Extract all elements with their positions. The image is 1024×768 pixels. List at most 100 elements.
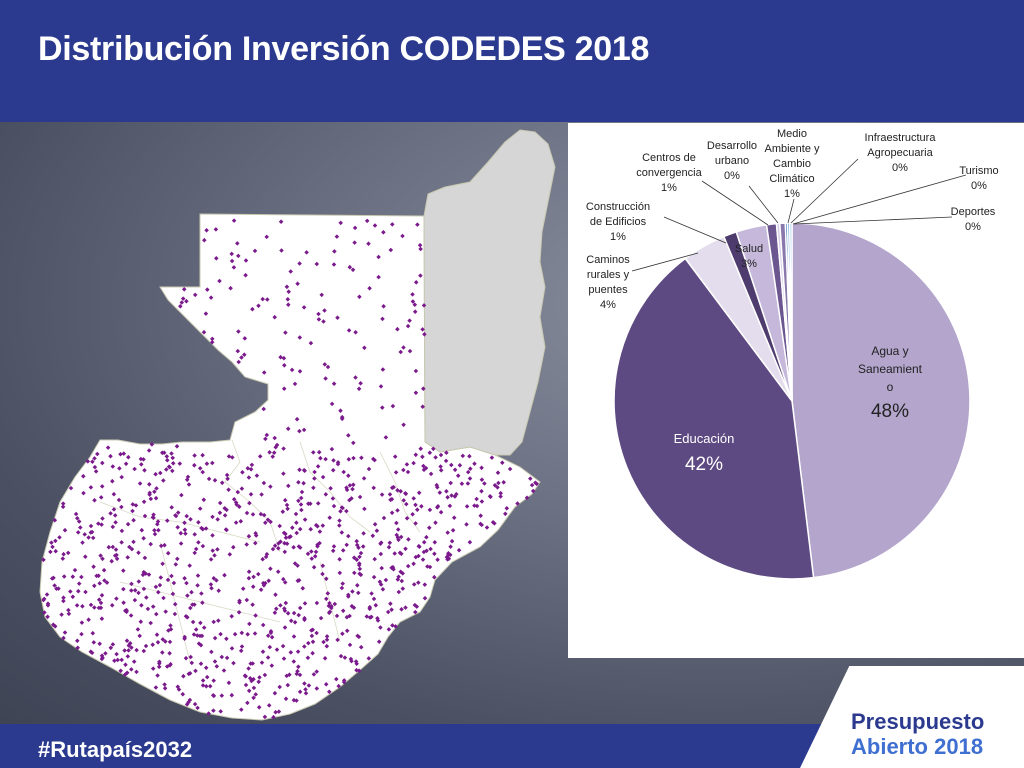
investment-point <box>260 649 266 654</box>
investment-point <box>427 507 433 513</box>
investment-point <box>331 262 337 267</box>
investment-point <box>364 614 370 619</box>
investment-point <box>401 422 406 428</box>
investment-point <box>252 248 258 254</box>
investment-point <box>366 466 372 472</box>
investment-point <box>278 354 283 360</box>
investment-point <box>166 628 171 633</box>
investment-point <box>337 557 342 562</box>
investment-point <box>172 611 178 617</box>
investment-point <box>315 524 320 529</box>
investment-point <box>172 601 178 607</box>
investment-point <box>479 522 484 528</box>
investment-point <box>269 663 275 668</box>
investment-point <box>404 462 410 467</box>
investment-point <box>259 660 265 665</box>
investment-point <box>421 303 427 308</box>
investment-point <box>295 563 300 568</box>
investment-point <box>474 503 480 509</box>
investment-point <box>339 416 345 422</box>
investment-point <box>405 323 411 329</box>
investment-point <box>479 477 485 482</box>
investment-point <box>281 446 286 451</box>
investment-point <box>324 634 330 639</box>
investment-point <box>355 583 360 588</box>
investment-point <box>387 492 393 497</box>
investment-point <box>130 508 135 514</box>
investment-point <box>295 649 301 654</box>
investment-point <box>413 390 419 396</box>
investment-point <box>205 287 210 292</box>
investment-point <box>126 454 131 460</box>
investment-point <box>413 368 419 374</box>
investment-point <box>305 551 311 557</box>
investment-point <box>383 435 389 440</box>
investment-point <box>386 627 392 632</box>
investment-point <box>378 384 384 389</box>
investment-point <box>346 433 351 438</box>
investment-point <box>452 467 458 473</box>
investment-point <box>421 463 426 469</box>
investment-point <box>264 432 270 438</box>
investment-point <box>341 469 346 475</box>
investment-point <box>277 684 282 690</box>
investment-point <box>354 667 359 673</box>
investment-point <box>52 583 57 588</box>
investment-point <box>216 588 221 593</box>
investment-point <box>316 449 322 455</box>
investment-point <box>272 690 278 696</box>
investment-point <box>388 247 394 253</box>
investment-point <box>503 511 508 517</box>
investment-point <box>335 315 340 320</box>
investment-point <box>248 467 254 472</box>
investment-point <box>464 504 470 509</box>
investment-point <box>296 664 301 670</box>
investment-point <box>250 584 256 589</box>
investment-point <box>52 517 58 523</box>
investment-point <box>51 622 56 627</box>
investment-point <box>137 481 143 486</box>
investment-point <box>337 518 342 523</box>
investment-point <box>392 454 398 459</box>
investment-point <box>472 461 477 466</box>
investment-point <box>328 486 333 491</box>
slice-label-5: Centros de convergencia 1% <box>636 152 702 194</box>
investment-point <box>164 467 169 472</box>
pie-slice-10 <box>789 222 793 402</box>
investment-point <box>391 484 396 490</box>
investment-point <box>165 550 171 556</box>
investment-point <box>146 448 152 453</box>
investment-point <box>291 545 296 550</box>
investment-point <box>226 487 231 492</box>
investment-point <box>314 669 319 674</box>
slice-percent-1: 42% <box>685 454 723 475</box>
investment-point <box>289 367 295 373</box>
investment-point <box>284 502 290 508</box>
investment-point <box>265 655 271 660</box>
investment-point <box>127 544 132 550</box>
investment-point <box>225 476 230 482</box>
investment-point <box>496 480 501 486</box>
investment-point <box>344 542 349 548</box>
investment-point <box>465 469 471 475</box>
investment-point <box>265 633 271 638</box>
investment-point <box>515 501 520 506</box>
investment-point <box>371 574 377 580</box>
slice-label-6: Desarrollo urbano 0% <box>707 140 757 182</box>
investment-point <box>83 589 88 595</box>
investment-point <box>361 531 366 536</box>
investment-point <box>259 492 264 497</box>
investment-point <box>281 355 287 361</box>
investment-point <box>330 548 336 554</box>
investment-point <box>421 386 426 391</box>
investment-point <box>330 496 336 501</box>
investment-point <box>200 452 205 458</box>
investment-point <box>301 305 307 310</box>
investment-point <box>282 580 288 585</box>
investment-point <box>109 558 114 564</box>
investment-point <box>465 481 471 486</box>
investment-point <box>376 639 382 644</box>
investment-point <box>479 465 484 471</box>
investment-point <box>395 326 400 332</box>
investment-point <box>224 507 229 513</box>
